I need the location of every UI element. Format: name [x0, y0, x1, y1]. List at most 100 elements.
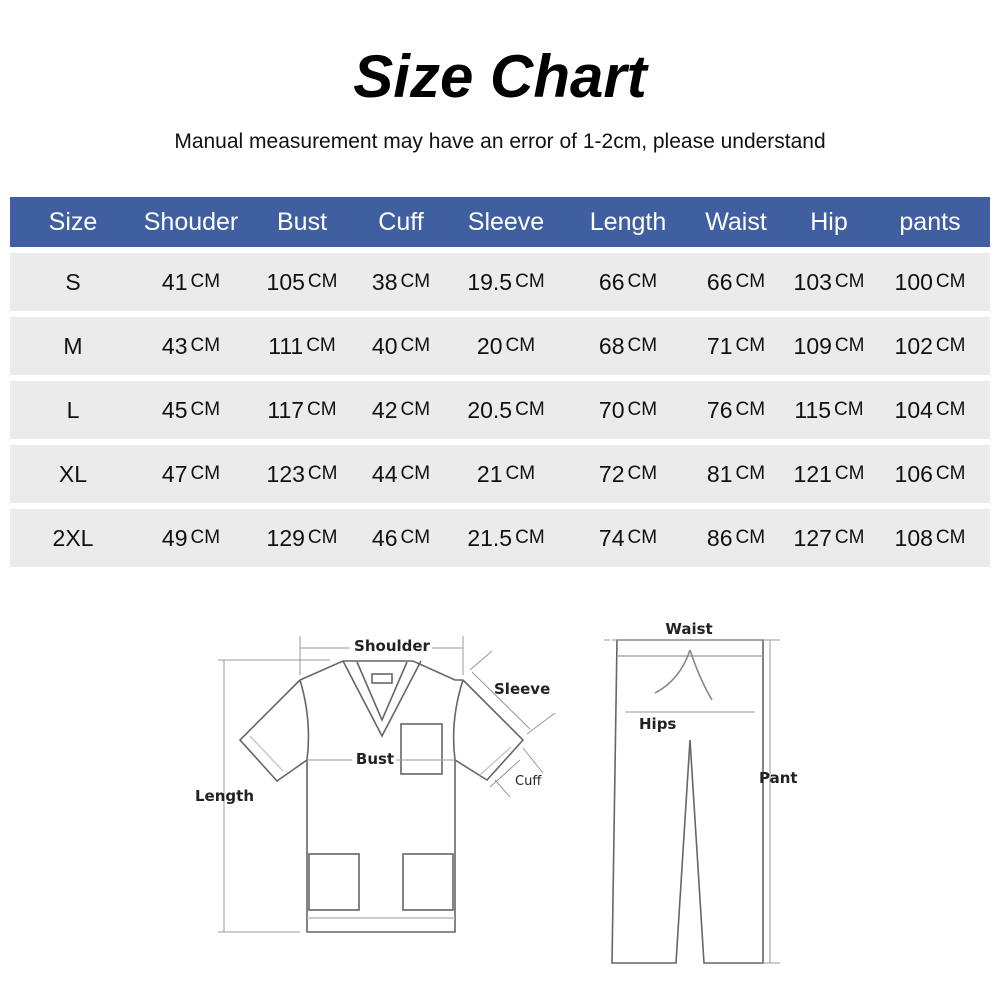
- measurement-cell: 127 CM: [769, 509, 889, 567]
- measurement-cell: 38 CM: [341, 253, 461, 311]
- cell-value: 105: [266, 268, 305, 295]
- table-row: 2XL 49 CM 129 CM 46 CM 21.5 CM 74 CM 86 CM 127 CM 108 CM: [10, 509, 990, 567]
- hips-label: Hips: [639, 715, 676, 733]
- unit-label: CM: [400, 527, 431, 548]
- cell-value: 19.5: [467, 268, 513, 295]
- measurement-cell: 21 CM: [446, 445, 566, 503]
- table-header: Size Shouder Bust Cuff Sleeve Length Waist Hip p…: [10, 197, 990, 247]
- cell-value: 81: [706, 460, 733, 487]
- measurement-cell: 100 CM: [870, 253, 990, 311]
- measurement-cell: 21.5 CM: [446, 509, 566, 567]
- unit-label: CM: [190, 527, 221, 548]
- sleeve-label: Sleeve: [494, 680, 550, 698]
- cell-value: 129: [266, 524, 305, 551]
- unit-label: CM: [935, 527, 966, 548]
- column-header: Bust: [276, 207, 328, 236]
- cell-value: 44: [371, 460, 398, 487]
- unit-label: CM: [400, 271, 431, 292]
- measurement-cell: 74 CM: [568, 509, 688, 567]
- unit-label: CM: [190, 271, 221, 292]
- cell-value: 68: [598, 332, 625, 359]
- measurement-cell: 104 CM: [870, 381, 990, 439]
- table-row: L 45 CM 117 CM 42 CM 20.5 CM 70 CM 76 CM 115 CM 104 CM: [10, 381, 990, 439]
- measurement-cell: 41 CM: [131, 253, 251, 311]
- measurement-cell: 47 CM: [131, 445, 251, 503]
- unit-label: CM: [627, 463, 658, 484]
- cell-value: 49: [161, 524, 188, 551]
- cell-value: 42: [371, 396, 398, 423]
- cell-value: 127: [793, 524, 832, 551]
- cell-value: 66: [706, 268, 733, 295]
- measurement-cell: 20 CM: [446, 317, 566, 375]
- page-title: Size Chart: [353, 43, 647, 110]
- measurement-cell: 86 CM: [676, 509, 796, 567]
- unit-label: CM: [935, 335, 966, 356]
- cell-value: 40: [371, 332, 398, 359]
- unit-label: CM: [505, 335, 536, 356]
- cell-value: 20: [476, 332, 503, 359]
- cuff-label: Cuff: [515, 774, 542, 789]
- measurement-cell: 49 CM: [131, 509, 251, 567]
- size-cell: M: [13, 317, 133, 375]
- table-row: XL 47 CM 123 CM 44 CM 21 CM 72 CM 81 CM 121 CM 106 CM: [10, 445, 990, 503]
- size-cell: 2XL: [13, 509, 133, 567]
- cell-value: M: [63, 332, 83, 359]
- measurement-cell: 42 CM: [341, 381, 461, 439]
- unit-label: CM: [834, 399, 864, 420]
- measurement-cell: 102 CM: [870, 317, 990, 375]
- unit-label: CM: [834, 463, 865, 484]
- unit-label: CM: [515, 527, 545, 548]
- measurement-cell: 66 CM: [676, 253, 796, 311]
- unit-label: CM: [400, 463, 431, 484]
- cell-value: 109: [793, 332, 832, 359]
- cell-value: 103: [793, 268, 832, 295]
- unit-label: CM: [834, 271, 865, 292]
- cell-value: 111: [268, 332, 304, 359]
- table-row: S 41 CM 105 CM 38 CM 19.5 CM 66 CM 66 CM 103 CM 100 CM: [10, 253, 990, 311]
- cell-value: 41: [161, 268, 188, 295]
- measurement-cell: 108 CM: [870, 509, 990, 567]
- unit-label: CM: [735, 463, 766, 484]
- measurement-cell: 43 CM: [131, 317, 251, 375]
- unit-label: CM: [307, 399, 337, 420]
- cell-value: 47: [161, 460, 188, 487]
- unit-label: CM: [627, 399, 658, 420]
- measurement-cell: 81 CM: [676, 445, 796, 503]
- cell-value: 106: [894, 460, 933, 487]
- shirt-drawing: [218, 636, 556, 933]
- cell-value: 115: [794, 396, 832, 423]
- column-header: pants: [899, 207, 961, 236]
- cell-value: 86: [706, 524, 733, 551]
- cell-value: 123: [266, 460, 305, 487]
- measurement-cell: 117 CM: [242, 381, 362, 439]
- cell-value: 108: [894, 524, 933, 551]
- column-header: Hip: [810, 207, 848, 236]
- measurement-cell: 72 CM: [568, 445, 688, 503]
- cell-value: 71: [706, 332, 733, 359]
- unit-label: CM: [515, 399, 545, 420]
- waist-label: Waist: [665, 620, 712, 638]
- measurement-cell: 123 CM: [242, 445, 362, 503]
- column-header: Size: [48, 207, 98, 236]
- unit-label: CM: [400, 335, 431, 356]
- measurement-cell: 71 CM: [676, 317, 796, 375]
- cell-value: 121: [793, 460, 832, 487]
- unit-label: CM: [190, 335, 221, 356]
- cell-value: 70: [598, 396, 625, 423]
- cell-value: 2XL: [52, 524, 94, 551]
- cell-value: 66: [598, 268, 625, 295]
- cell-value: 100: [894, 268, 933, 295]
- unit-label: CM: [935, 399, 966, 420]
- cell-value: 104: [894, 396, 933, 423]
- unit-label: CM: [190, 399, 221, 420]
- cell-value: 102: [894, 332, 933, 359]
- unit-label: CM: [307, 463, 338, 484]
- unit-label: CM: [627, 527, 658, 548]
- measurement-cell: 46 CM: [341, 509, 461, 567]
- unit-label: CM: [735, 399, 766, 420]
- subtitle: Manual measurement may have an error of …: [174, 130, 826, 153]
- unit-label: CM: [190, 463, 221, 484]
- cell-value: S: [65, 268, 81, 295]
- unit-label: CM: [627, 335, 658, 356]
- column-header: Shouder: [143, 207, 239, 236]
